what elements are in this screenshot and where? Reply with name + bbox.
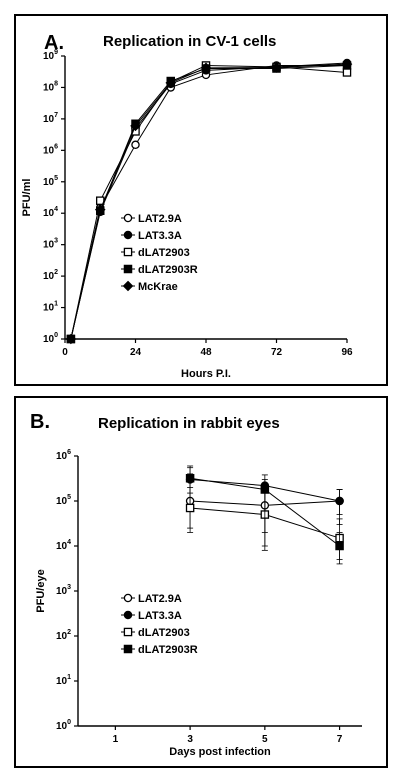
y-tick-label: 105 <box>43 175 58 188</box>
legend-marker <box>123 230 133 240</box>
legend-label: dLAT2903R <box>138 264 198 276</box>
panel-a: A. Replication in CV-1 cells 100 101 102 103 1… <box>14 14 388 386</box>
legend-marker <box>123 593 133 603</box>
y-tick-label: 104 <box>56 539 71 552</box>
data-point <box>335 541 344 551</box>
data-point <box>271 62 282 73</box>
x-tick-label: 48 <box>200 347 212 358</box>
series-line <box>70 62 348 340</box>
y-tick-label: 100 <box>43 332 58 345</box>
series-McKrae <box>65 58 353 345</box>
y-tick-label: 100 <box>56 719 71 732</box>
x-axis-label: Hours P.I. <box>181 368 231 380</box>
y-tick-label: 106 <box>43 143 58 156</box>
legend-label: dLAT2903 <box>138 627 190 639</box>
x-tick-label: 7 <box>337 734 343 745</box>
y-tick-label: 109 <box>43 49 58 62</box>
legend-label: LAT2.9A <box>138 213 182 225</box>
chart-title: Replication in CV-1 cells <box>103 33 276 50</box>
x-tick-label: 3 <box>187 734 193 745</box>
data-point <box>200 62 212 74</box>
series-dLAT2903 <box>66 61 352 344</box>
y-tick-label: 101 <box>43 301 58 314</box>
data-point <box>165 77 177 89</box>
x-tick-label: 72 <box>271 347 283 358</box>
data-point <box>341 58 353 70</box>
series-LAT2.9A <box>66 61 352 344</box>
series-line <box>70 64 348 340</box>
data-point <box>260 485 270 494</box>
y-axis-label: PFU/eye <box>35 569 47 612</box>
legend-marker <box>122 280 134 292</box>
legend-label: LAT3.3A <box>138 230 182 242</box>
legend-label: dLAT2903 <box>138 247 190 259</box>
series-line <box>70 64 348 340</box>
y-tick-label: 102 <box>56 629 71 642</box>
series-LAT3.3A <box>66 58 352 344</box>
legend-marker <box>123 627 133 637</box>
y-tick-label: 102 <box>43 269 58 282</box>
x-axis-label: Days post infection <box>169 746 271 758</box>
data-point <box>65 333 77 345</box>
legend-marker <box>123 264 133 274</box>
panel-label: B. <box>30 411 50 433</box>
series-dLAT2903R <box>66 61 352 344</box>
y-tick-label: 101 <box>56 674 71 687</box>
x-tick-label: 5 <box>262 734 268 745</box>
chart-1-svg: B. Replication in rabbit eyes 100 101 102 103… <box>30 411 362 758</box>
data-point <box>335 496 344 506</box>
y-tick-label: 106 <box>56 449 71 462</box>
y-tick-label: 103 <box>43 238 58 251</box>
data-point <box>131 140 140 150</box>
legend-label: LAT2.9A <box>138 593 182 605</box>
data-point <box>94 204 106 215</box>
chart-title: Replication in rabbit eyes <box>98 415 280 432</box>
legend: LAT2.9A LAT3.3A dLAT2903 dLAT2903R <box>121 593 198 656</box>
x-tick-label: 1 <box>113 734 119 745</box>
data-point <box>130 120 141 132</box>
y-tick-label: 107 <box>43 112 58 125</box>
data-point <box>185 474 195 483</box>
series-line <box>70 64 347 340</box>
legend-marker <box>123 610 133 620</box>
y-tick-label: 104 <box>43 206 58 219</box>
legend-marker <box>123 247 133 257</box>
legend-label: LAT3.3A <box>138 610 182 622</box>
panel-label: A. <box>44 32 64 54</box>
legend: LAT2.9A LAT3.3A dLAT2903 dLAT2903R McKrae <box>121 213 198 293</box>
y-tick-label: 103 <box>56 584 71 597</box>
legend-marker <box>123 213 133 223</box>
panel-b: B. Replication in rabbit eyes 100 101 102 103… <box>14 396 388 768</box>
y-tick-label: 105 <box>56 494 71 507</box>
data-point <box>185 503 195 513</box>
chart-0-svg: A. Replication in CV-1 cells 100 101 102 103 1… <box>21 32 353 380</box>
x-tick-label: 24 <box>130 347 142 358</box>
x-tick-label: 96 <box>341 347 353 358</box>
y-tick-label: 108 <box>43 80 58 93</box>
series-line <box>70 63 348 340</box>
y-axis-label: PFU/ml <box>21 179 33 217</box>
legend-marker <box>123 644 133 654</box>
series-dLAT2903R <box>185 465 344 565</box>
data-point <box>342 68 352 77</box>
x-tick-label: 0 <box>62 347 68 358</box>
legend-label: dLAT2903R <box>138 644 198 656</box>
legend-label: McKrae <box>138 281 178 293</box>
